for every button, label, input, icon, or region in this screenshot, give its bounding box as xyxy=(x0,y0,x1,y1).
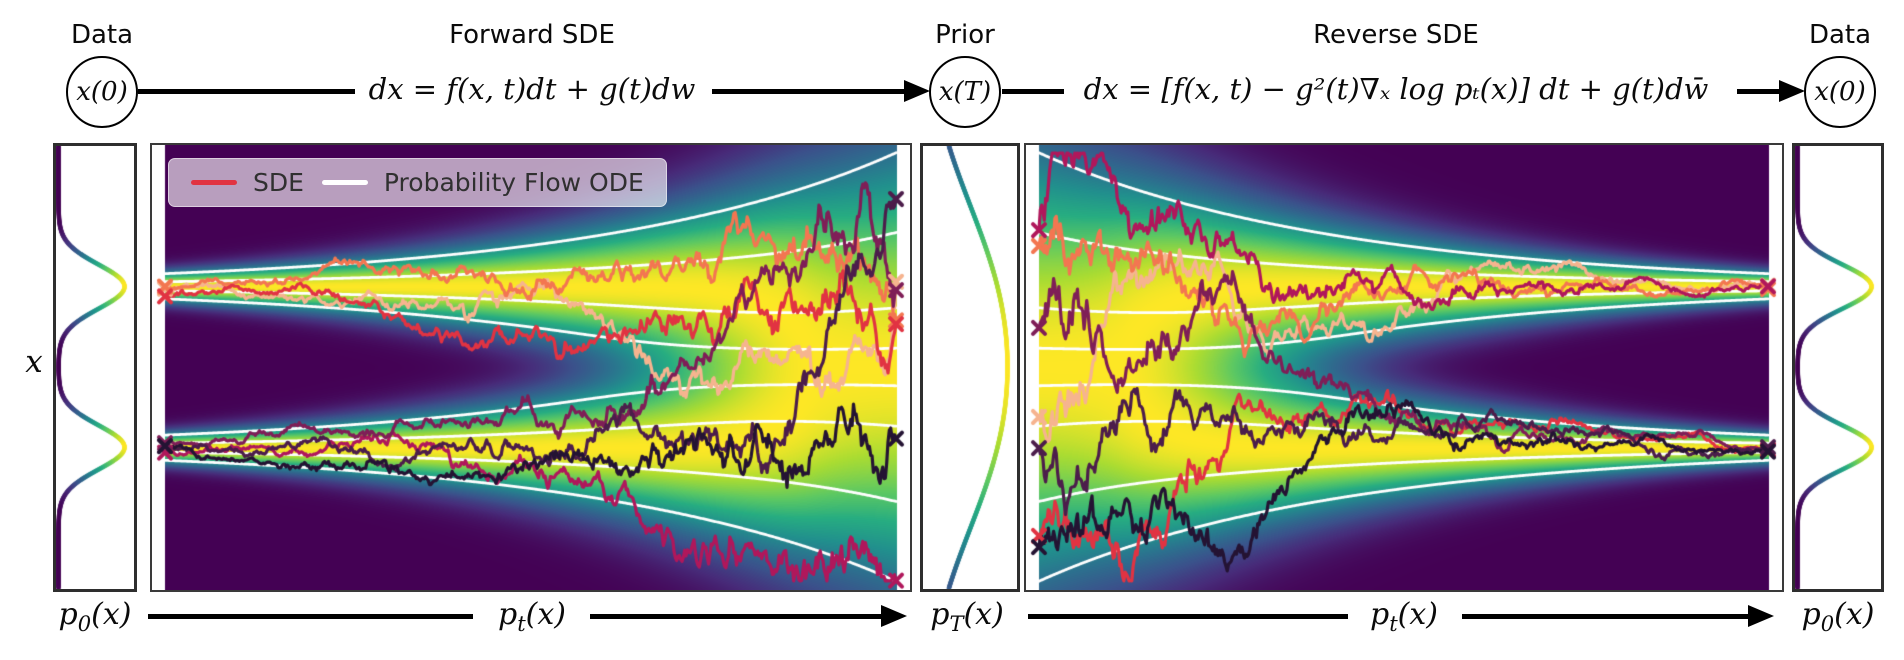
footer-arrow-shaft-2 xyxy=(590,614,881,619)
footer-label-p0-right: p0(x) xyxy=(1801,597,1875,636)
sde-line-swatch-icon xyxy=(191,180,237,185)
y-axis-label: x xyxy=(25,344,43,380)
forward-arrow-shaft-2 xyxy=(712,89,904,94)
node-x0-right-label: x(0) xyxy=(1814,77,1866,107)
data-right-heading: Data xyxy=(1808,20,1872,50)
footer-label-pt-left: pt(x) xyxy=(498,597,566,636)
footer-arrow-shaft-1 xyxy=(148,614,473,619)
reverse-sde-heading: Reverse SDE xyxy=(1313,20,1479,50)
footer-label-pt-right: pt(x) xyxy=(1370,597,1438,636)
reverse-arrowhead-icon xyxy=(1779,80,1805,102)
footer-label-pT: pT(x) xyxy=(930,597,1004,636)
legend-ode-label: Probability Flow ODE xyxy=(383,168,644,197)
node-x0-right: x(0) xyxy=(1804,56,1876,128)
footer-arrowhead-right-icon xyxy=(1748,605,1774,627)
footer-label-p0-left: p0(x) xyxy=(58,597,132,636)
data-marginal-right-canvas xyxy=(1795,146,1881,589)
forward-arrow-shaft-1 xyxy=(138,89,355,94)
data-marginal-left-panel xyxy=(53,143,137,592)
prior-marginal-panel xyxy=(920,143,1020,592)
reverse-arrow-shaft-2 xyxy=(1737,89,1779,94)
forward-arrowhead-icon xyxy=(904,80,930,102)
node-x0-left-label: x(0) xyxy=(76,77,128,107)
node-xT-label: x(T) xyxy=(938,77,992,107)
node-xT: x(T) xyxy=(929,56,1001,128)
prior-marginal-canvas xyxy=(923,146,1017,589)
footer-arrowhead-left-icon xyxy=(881,605,907,627)
node-x0-left: x(0) xyxy=(66,56,138,128)
legend: SDE Probability Flow ODE xyxy=(168,158,667,207)
reverse-sde-heatmap-canvas xyxy=(1026,145,1782,590)
reverse-arrow-shaft-1 xyxy=(1002,89,1064,94)
data-marginal-right-panel xyxy=(1792,143,1884,592)
forward-sde-heading: Forward SDE xyxy=(449,20,615,50)
footer-arrow-shaft-3 xyxy=(1028,614,1348,619)
reverse-sde-equation: dx = [f(x, t) − g²(t)∇ₓ log pₜ(x)] dt + … xyxy=(1083,72,1709,106)
forward-sde-heatmap-canvas xyxy=(152,145,910,590)
data-marginal-left-canvas xyxy=(56,146,134,589)
data-left-heading: Data xyxy=(70,20,134,50)
legend-sde-label: SDE xyxy=(253,168,304,197)
footer-arrow-shaft-4 xyxy=(1462,614,1748,619)
reverse-sde-heatmap-panel xyxy=(1024,143,1784,592)
prior-heading: Prior xyxy=(935,20,995,50)
forward-sde-heatmap-panel xyxy=(150,143,912,592)
legend-item-ode: Probability Flow ODE xyxy=(321,168,644,197)
ode-line-swatch-icon xyxy=(321,180,368,185)
forward-sde-equation: dx = f(x, t)dt + g(t)dw xyxy=(368,72,696,106)
legend-item-sde: SDE xyxy=(191,168,304,197)
